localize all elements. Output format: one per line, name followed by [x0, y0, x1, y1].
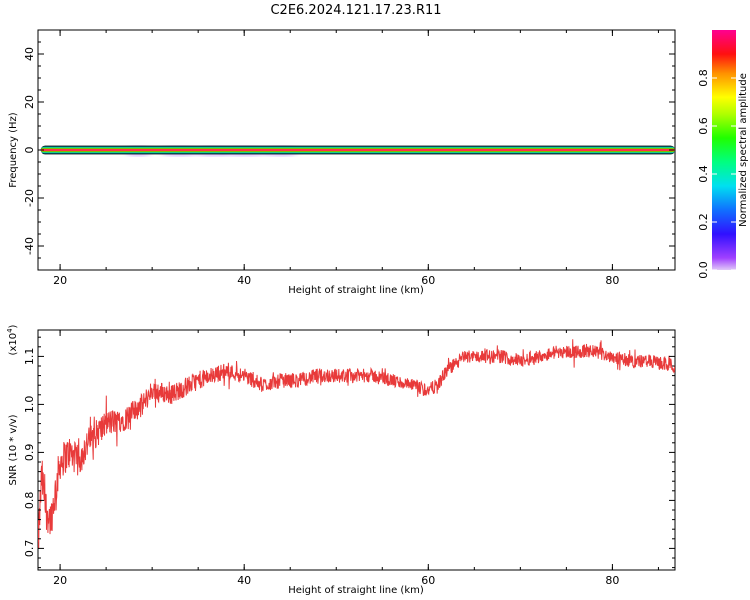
y-tick-label: 20	[23, 95, 36, 109]
snr-content	[38, 339, 675, 549]
snr-scale-exp: 4	[6, 328, 14, 333]
y-tick-label: 0.9	[23, 444, 36, 462]
snr-x-ticks: 20 40 60 80	[53, 330, 659, 587]
colorbar-tick-label: 0.6	[697, 117, 710, 135]
snr-panel: 20 40 60 80 0.7 0.8 0.9 1.0 1.1 Height of strai…	[6, 324, 676, 596]
snr-scale-base: (x10	[8, 333, 19, 356]
y-tick-label: -20	[23, 189, 36, 207]
x-tick-label: 40	[237, 574, 251, 587]
y-tick-label: 1.1	[23, 348, 36, 366]
snr-frame	[37, 329, 676, 571]
svg-text:(x104): (x104)	[6, 324, 19, 355]
heatmap-panel: 20 40 60 80 40 20 0 -20 -40 Height of straight …	[8, 29, 676, 296]
colorbar-tick-label: 0.2	[697, 213, 710, 231]
colorbar-tick-label: 0.4	[697, 165, 710, 183]
colorbar: 0.0 0.2 0.4 0.6 0.8 Normalized spectral ampl…	[697, 30, 749, 279]
x-tick-label: 80	[605, 274, 619, 287]
colorbar-tick-label: 0.8	[697, 69, 710, 87]
x-tick-label: 60	[421, 574, 435, 587]
heatmap-content	[40, 145, 675, 156]
heatmap-x-axis-label: Height of straight line (km)	[288, 285, 424, 296]
x-tick-label: 40	[237, 274, 251, 287]
snr-scale-label: (x104)	[6, 324, 19, 355]
colorbar-ticks: 0.0 0.2 0.4 0.6 0.8	[697, 69, 736, 279]
x-tick-label: 20	[53, 574, 67, 587]
x-tick-label: 80	[605, 574, 619, 587]
y-tick-label: 40	[23, 47, 36, 61]
heatmap-y-axis-label: Frequency (Hz)	[8, 112, 19, 188]
x-tick-label: 20	[53, 274, 67, 287]
y-tick-label: 0.7	[23, 540, 36, 558]
colorbar-tick-label: 0.0	[697, 261, 710, 279]
y-tick-label: 0.8	[23, 492, 36, 510]
heatmap-y-ticks: 40 20 0 -20 -40	[23, 41, 675, 259]
snr-x-axis-label: Height of straight line (km)	[288, 585, 424, 596]
colorbar-label: Normalized spectral amplitude	[738, 73, 749, 227]
x-tick-label: 60	[421, 274, 435, 287]
colorbar-gradient	[712, 30, 736, 270]
snr-y-ticks: 0.7 0.8 0.9 1.0 1.1	[23, 336, 675, 569]
snr-y-axis-label: SNR (10 * v/v)	[8, 414, 19, 485]
y-tick-label: -40	[23, 237, 36, 255]
heatmap-band-core	[40, 149, 675, 151]
heatmap-x-ticks: 20 40 60 80	[53, 30, 659, 287]
chart-title: C2E6.2024.121.17.23.R11	[270, 3, 441, 18]
snr-series-line	[38, 339, 675, 549]
y-tick-label: 1.0	[23, 396, 36, 414]
y-tick-label: 0	[23, 147, 36, 154]
